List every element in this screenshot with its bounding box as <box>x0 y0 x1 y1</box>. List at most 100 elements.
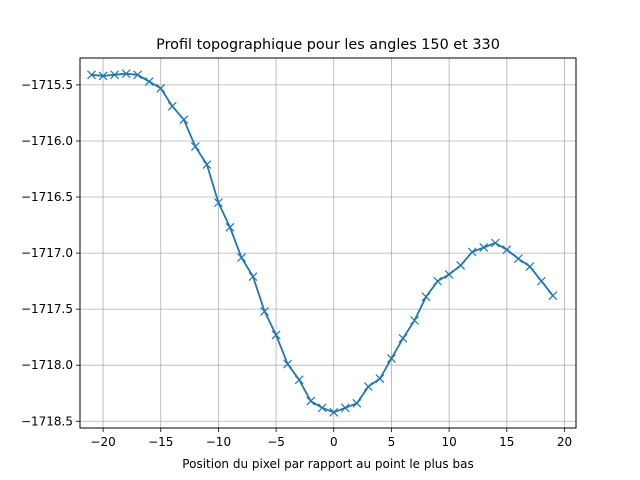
x-tick-label: 20 <box>557 435 572 449</box>
data-point <box>179 115 189 125</box>
data-point <box>444 269 454 279</box>
data-point <box>513 254 523 264</box>
data-point-stroke <box>202 160 212 169</box>
data-point-stroke <box>156 83 166 93</box>
x-tick-label: −10 <box>206 435 231 449</box>
data-point <box>502 245 512 255</box>
data-point <box>121 69 131 79</box>
data-point-stroke <box>363 382 373 391</box>
data-point <box>340 403 350 413</box>
data-point <box>98 71 108 81</box>
data-point-stroke <box>121 69 131 79</box>
data-point <box>283 359 293 369</box>
data-point <box>433 276 443 286</box>
x-tick-label: 0 <box>330 435 338 449</box>
data-point-stroke <box>513 254 523 264</box>
data-point-stroke <box>110 70 120 80</box>
data-point-stroke <box>213 198 223 208</box>
data-point <box>387 354 396 363</box>
data-point-stroke <box>190 142 200 152</box>
data-point <box>317 403 327 413</box>
data-point <box>190 142 200 152</box>
data-point-stroke <box>456 260 466 270</box>
data-point-stroke <box>548 291 558 301</box>
data-point-stroke <box>133 70 143 80</box>
data-point-stroke <box>525 262 535 271</box>
data-point <box>225 222 235 232</box>
chart-title: Profil topographique pour les angles 150… <box>156 37 500 53</box>
data-point-stroke <box>340 403 350 413</box>
data-point-stroke <box>87 70 96 80</box>
data-point <box>271 330 281 340</box>
data-point <box>202 160 212 169</box>
data-point-stroke <box>237 253 246 263</box>
x-tick-label: −5 <box>267 435 285 449</box>
data-point-stroke <box>260 306 269 316</box>
data-point-stroke <box>283 359 293 369</box>
data-point-stroke <box>536 276 546 286</box>
data-point-stroke <box>444 269 454 279</box>
data-point <box>260 306 269 316</box>
data-point-stroke <box>433 276 443 286</box>
data-point-stroke <box>294 375 304 385</box>
data-point-stroke <box>410 315 419 325</box>
y-tick-label: −1718.5 <box>21 414 73 428</box>
data-point-stroke <box>490 238 500 248</box>
data-point <box>213 198 223 208</box>
data-point <box>156 83 166 93</box>
plot-frame <box>79 57 577 429</box>
data-point <box>375 374 385 384</box>
data-point-stroke <box>387 354 396 363</box>
data-point <box>248 272 258 282</box>
data-point-stroke <box>375 374 385 384</box>
data-point <box>536 276 546 286</box>
data-point-stroke <box>398 333 408 343</box>
y-axis: −1715.5 −1716.0 −1716.5 −1717.0 −1717.5 −1718… <box>21 78 80 428</box>
data-point <box>352 398 362 408</box>
data-point-stroke <box>479 243 489 252</box>
data-point-stroke <box>421 292 431 302</box>
data-point <box>329 407 339 417</box>
data-point-stroke <box>225 222 235 232</box>
data-point <box>110 70 120 80</box>
data-point <box>363 382 373 391</box>
data-point-stroke <box>306 396 316 406</box>
data-point <box>306 396 316 406</box>
y-tick-label: −1716.5 <box>21 190 73 204</box>
x-axis-label: Position du pixel par rapport au point l… <box>182 457 473 471</box>
x-tick-label: −15 <box>148 435 173 449</box>
data-point-stroke <box>167 101 177 111</box>
y-tick-label: −1715.5 <box>21 78 73 92</box>
series-layer <box>87 69 558 417</box>
data-point-stroke <box>144 77 154 86</box>
data-point <box>87 70 96 80</box>
x-axis: −20 −15 −10 −5 0 5 10 15 20 <box>90 428 572 449</box>
data-point <box>490 238 500 248</box>
data-point-stroke <box>352 398 362 408</box>
data-point <box>133 70 143 80</box>
y-tick-label: −1717.5 <box>21 302 73 316</box>
data-point <box>410 315 419 325</box>
x-tick-label: 5 <box>388 435 396 449</box>
data-point-stroke <box>248 272 258 282</box>
y-tick-label: −1717.0 <box>21 246 73 260</box>
y-tick-label: −1718.0 <box>21 358 73 372</box>
data-point <box>479 243 489 252</box>
data-point <box>548 291 558 301</box>
data-point <box>294 375 304 385</box>
data-point <box>456 260 466 270</box>
data-point <box>237 253 246 263</box>
data-point-stroke <box>502 245 512 255</box>
data-point <box>421 292 431 302</box>
data-point <box>144 77 154 86</box>
x-tick-label: −20 <box>90 435 115 449</box>
data-point-stroke <box>329 407 339 417</box>
data-point-stroke <box>467 247 477 257</box>
data-point-stroke <box>317 403 327 413</box>
y-tick-label: −1716.0 <box>21 134 73 148</box>
data-point-stroke <box>271 330 281 340</box>
x-tick-label: 10 <box>441 435 456 449</box>
data-point <box>525 262 535 271</box>
data-point <box>467 247 477 257</box>
